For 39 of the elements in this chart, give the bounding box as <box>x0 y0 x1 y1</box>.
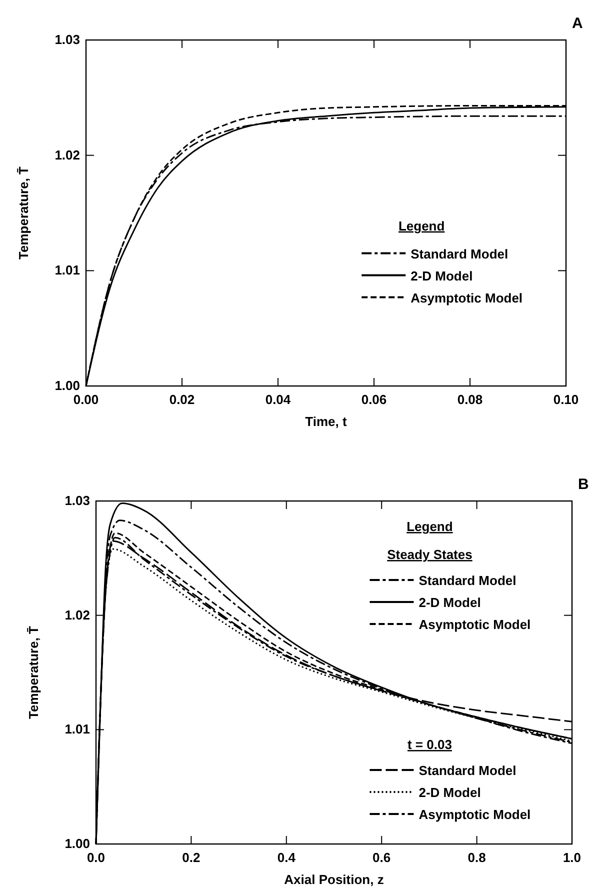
x-tick-label: 1.0 <box>562 850 582 865</box>
y-tick-label: 1.00 <box>64 836 90 851</box>
x-tick-label: 0.0 <box>86 850 106 865</box>
x-tick-label: 0.04 <box>265 392 292 407</box>
x-axis-title: Axial Position, z <box>284 872 384 887</box>
x-tick-label: 0.8 <box>468 850 486 865</box>
y-axis-title: Temperature, T̄ <box>26 626 41 719</box>
x-tick-label: 0.6 <box>372 850 391 865</box>
legend-label: Standard Model <box>418 573 516 588</box>
y-tick-label: 1.01 <box>64 722 90 737</box>
x-tick-label: 0.06 <box>361 392 387 407</box>
y-tick-label: 1.02 <box>64 607 90 622</box>
x-tick-label: 0.10 <box>553 392 579 407</box>
legend-title: Legend <box>398 218 445 234</box>
y-tick-label: 1.02 <box>54 147 80 162</box>
text: A <box>572 15 583 32</box>
legend-label: Asymptotic Model <box>410 290 523 306</box>
annotation: t = 0.03 <box>407 737 452 752</box>
legend-label: 2-D Model <box>418 595 481 610</box>
legend-label: 2-D Model <box>410 268 473 284</box>
legend-label: 2-D Model <box>418 785 481 800</box>
y-tick-label: 1.03 <box>64 493 90 508</box>
y-tick-label: 1.03 <box>54 32 80 47</box>
x-axis-title: Time, t <box>305 414 348 429</box>
x-tick-label: 0.02 <box>169 392 195 407</box>
y-axis-title: Temperature, T̄ <box>16 166 31 260</box>
x-tick-label: 0.4 <box>277 850 296 865</box>
x-tick-label: 0.08 <box>457 392 483 407</box>
y-tick-label: 1.01 <box>54 262 80 278</box>
legend-label: Asymptotic Model <box>418 617 531 632</box>
x-tick-label: 0.00 <box>73 392 99 407</box>
x-tick-label: 0.2 <box>182 850 200 865</box>
legend-label: Asymptotic Model <box>418 807 531 822</box>
legend-label: Standard Model <box>418 763 516 778</box>
y-tick-label: 1.00 <box>54 378 80 393</box>
text: B <box>578 476 589 493</box>
legend-title: Legend <box>406 519 453 534</box>
legend-label: Standard Model <box>410 246 508 262</box>
annotation: Steady States <box>387 547 472 562</box>
